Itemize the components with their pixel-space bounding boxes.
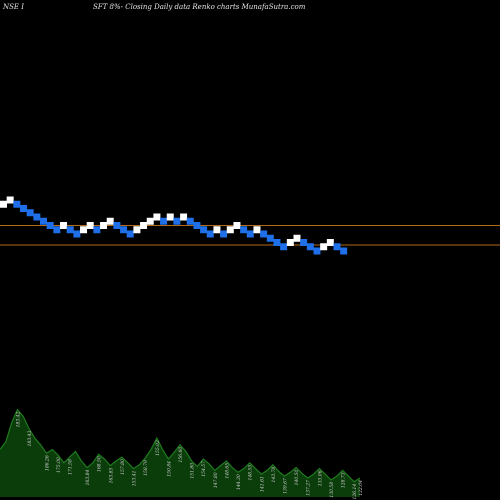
renko-brick-down xyxy=(340,247,348,255)
volume-label: 156.60 xyxy=(178,447,184,463)
renko-brick-up xyxy=(86,222,94,229)
renko-brick-up xyxy=(253,226,261,234)
renko-brick-up xyxy=(0,200,7,208)
volume-label: 168.50 xyxy=(97,456,103,472)
renko-brick-down xyxy=(126,230,134,238)
volume-labels: 183.42 183.43 186.26 175.00 171.58 163.84 168.… xyxy=(15,411,364,499)
volume-area-fill xyxy=(0,409,360,497)
volume-label: 150.84 xyxy=(166,461,172,477)
volume-label: 141.61 xyxy=(259,476,265,492)
header-exchange: NSE I xyxy=(2,3,24,11)
volume-label: 175.00 xyxy=(56,457,62,473)
renko-brick-down xyxy=(26,209,34,217)
renko-brick-down xyxy=(33,213,41,221)
renko-brick-down xyxy=(193,222,201,229)
renko-brick-down xyxy=(20,205,28,212)
renko-brick-up xyxy=(286,239,294,246)
renko-brick-down xyxy=(160,217,168,225)
volume-label: 126.14 xyxy=(352,484,358,500)
renko-brick-down xyxy=(333,243,341,251)
volume-label: 128.73 xyxy=(341,472,347,488)
volume-label: 154.57 xyxy=(201,461,207,477)
renko-brick-down xyxy=(93,226,101,234)
volume-label: 122.04 xyxy=(358,480,364,496)
renko-brick-up xyxy=(80,226,88,234)
renko-brick-up xyxy=(180,213,188,221)
volume-label: 155.02 xyxy=(155,440,161,456)
renko-brick-down xyxy=(186,217,194,225)
volume-label: 133.06 xyxy=(317,470,323,486)
volume-label: 147.80 xyxy=(213,472,219,488)
renko-brick-down xyxy=(220,230,228,238)
volume-label: 163.84 xyxy=(85,469,91,485)
renko-brick-down xyxy=(240,226,248,234)
volume-label: 151.80 xyxy=(190,463,196,479)
renko-brick-up xyxy=(320,243,328,251)
renko-brick-down xyxy=(273,239,281,246)
renko-brick-down xyxy=(306,243,314,251)
volume-label: 140.50 xyxy=(294,469,300,485)
volume-label: 153.41 xyxy=(132,471,138,487)
renko-brick-down xyxy=(66,226,74,234)
volume-label: 148.55 xyxy=(248,465,254,481)
renko-brick-up xyxy=(60,222,68,229)
volume-label: 130.58 xyxy=(329,482,335,498)
volume-label: 139.67 xyxy=(283,478,289,494)
volume-area-outline xyxy=(0,408,361,483)
renko-brick-down xyxy=(206,230,214,238)
volume-label: 171.58 xyxy=(68,459,74,475)
renko-brick-up xyxy=(146,217,154,225)
renko-brick-up xyxy=(293,234,301,242)
renko-brick-down xyxy=(53,226,61,234)
renko-brick-up xyxy=(326,239,334,246)
renko-brick-down xyxy=(266,234,274,242)
volume-label: 157.80 xyxy=(120,459,126,475)
renko-brick-down xyxy=(40,217,48,225)
renko-brick-down xyxy=(200,226,208,234)
renko-brick-down xyxy=(73,230,81,238)
volume-label: 163.85 xyxy=(108,467,114,483)
renko-brick-down xyxy=(46,222,54,229)
renko-brick-up xyxy=(106,217,114,225)
renko-brick-down xyxy=(120,226,128,234)
renko-brick-up xyxy=(6,196,14,204)
renko-brick-down xyxy=(280,243,288,251)
renko-brick-up xyxy=(213,226,221,234)
renko-brick-up xyxy=(226,226,234,234)
renko-brick-up xyxy=(166,213,174,221)
volume-label: 183.42 xyxy=(15,411,21,427)
renko-bricks xyxy=(0,196,348,255)
renko-brick-down xyxy=(300,239,308,246)
volume-label: 183.43 xyxy=(27,430,33,446)
volume-label: 148.65 xyxy=(225,463,231,479)
reference-lines xyxy=(0,225,500,246)
volume-label: 186.26 xyxy=(45,455,51,471)
renko-brick-up xyxy=(133,226,141,234)
header-title: SFT 8%- Closing Daily data Renko charts … xyxy=(93,3,306,11)
volume-label: 158.79 xyxy=(143,460,149,476)
volume-label: 143.78 xyxy=(271,467,277,483)
renko-brick-up xyxy=(140,222,148,229)
renko-brick-down xyxy=(260,230,268,238)
volume-area xyxy=(0,408,361,497)
renko-brick-down xyxy=(173,217,181,225)
volume-label: 137.27 xyxy=(306,480,312,496)
renko-brick-up xyxy=(233,222,241,229)
renko-brick-down xyxy=(313,247,321,255)
renko-brick-up xyxy=(100,222,108,229)
volume-label: 144.30 xyxy=(236,474,242,490)
renko-brick-up xyxy=(153,213,161,221)
renko-brick-down xyxy=(113,222,121,229)
renko-brick-down xyxy=(246,230,254,238)
renko-brick-down xyxy=(13,200,21,208)
